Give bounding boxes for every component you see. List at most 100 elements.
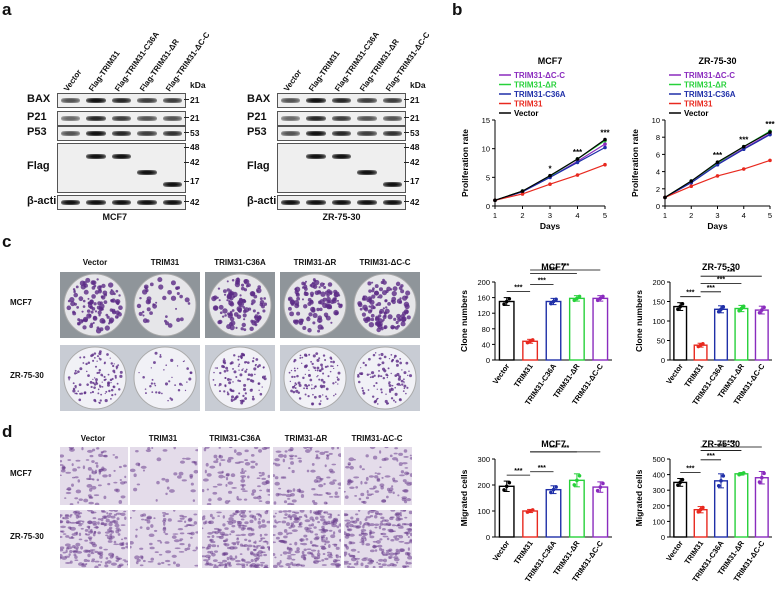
migrated-cell: [81, 447, 84, 451]
colony: [89, 299, 94, 304]
migrated-cell: [156, 480, 160, 485]
migrated-cell: [287, 555, 292, 557]
migrated-cell: [289, 457, 294, 460]
colony: [237, 301, 243, 306]
blot-strip: [57, 195, 186, 210]
colony: [149, 385, 152, 388]
protein-band: [137, 116, 157, 121]
colony: [186, 367, 189, 370]
migrated-cell: [205, 462, 209, 467]
kda-tick: [184, 132, 189, 133]
migrated-cell: [125, 545, 128, 549]
chart-title: MCF7: [541, 439, 566, 449]
migrated-cell: [326, 551, 331, 554]
migrated-cell: [288, 547, 293, 552]
colony: [309, 378, 313, 382]
migrated-cell: [389, 562, 395, 567]
significance-label: ***: [717, 276, 725, 283]
migrated-cell: [227, 490, 233, 494]
colony: [67, 376, 71, 379]
migrated-cell: [155, 499, 158, 502]
colony: [226, 369, 229, 372]
replicate-point: [701, 505, 705, 510]
migrated-cell: [207, 556, 211, 561]
bar: [568, 297, 585, 361]
migrated-cell: [62, 551, 67, 554]
migrated-cell: [273, 553, 276, 556]
migrated-cell: [353, 458, 356, 461]
colony: [315, 352, 319, 356]
migrated-cell: [240, 479, 246, 483]
migrated-cell: [353, 476, 360, 479]
migrated-cell: [113, 520, 118, 523]
migrated-cell: [397, 526, 404, 529]
migrated-cell: [190, 489, 196, 493]
colony: [322, 297, 327, 302]
migrated-cell: [203, 559, 209, 562]
migrated-cell: [346, 565, 351, 568]
colony: [401, 369, 403, 371]
colony: [249, 388, 253, 392]
migrated-cell: [257, 550, 263, 555]
colony: [183, 360, 186, 362]
migrated-cell: [212, 559, 218, 563]
replicate-point: [595, 488, 600, 493]
colony: [312, 366, 314, 368]
migrated-cell: [93, 530, 97, 534]
migrated-cell: [373, 485, 377, 489]
chart-title: MCF7: [541, 262, 566, 272]
colony: [407, 374, 409, 377]
migrated-cell: [273, 534, 276, 536]
colony: [385, 289, 389, 293]
colony: [380, 280, 384, 285]
migrated-cell: [213, 454, 218, 459]
migrated-cell: [311, 544, 317, 547]
colony: [247, 307, 252, 311]
colony: [93, 383, 97, 386]
migrated-cell: [164, 513, 169, 516]
replicate-point: [701, 342, 705, 346]
replicate-point: [502, 302, 506, 307]
chart-title: ZR-75-30: [702, 262, 740, 272]
colony: [87, 361, 91, 365]
migrated-cell: [225, 483, 228, 487]
migrated-cell: [69, 521, 76, 524]
colony: [225, 366, 229, 370]
migrated-cell: [108, 552, 115, 557]
colony: [99, 327, 104, 332]
colony: [372, 353, 376, 357]
migrated-cell: [305, 537, 309, 541]
migrated-cell: [224, 500, 230, 505]
migration-column-header: Vector: [80, 434, 106, 443]
kda-marker: 42: [190, 197, 200, 207]
migrated-cell: [362, 539, 365, 543]
colony: [240, 327, 244, 331]
data-point: [548, 182, 552, 187]
migrated-cell: [273, 474, 276, 477]
migrated-cell: [298, 459, 302, 463]
migrated-cell: [287, 502, 293, 505]
migrated-cell: [278, 510, 283, 514]
colony: [370, 371, 375, 375]
migrated-cell: [64, 514, 69, 517]
migrated-cell: [211, 552, 216, 557]
migrated-cell: [309, 510, 312, 514]
protein-band: [331, 98, 352, 103]
x-axis-label: Days: [707, 221, 728, 230]
colony: [91, 390, 95, 394]
colony: [316, 307, 320, 312]
migrated-cell: [241, 544, 246, 547]
kda-marker: 21: [190, 113, 200, 123]
migrated-cell: [290, 524, 296, 528]
colony: [79, 356, 82, 359]
colony: [85, 370, 88, 373]
colony: [322, 372, 325, 375]
colony: [372, 306, 376, 310]
migrated-cell: [207, 550, 211, 554]
colony: [115, 289, 119, 293]
migrated-cell: [202, 516, 206, 521]
migrated-cell: [317, 521, 320, 524]
migrated-cell: [360, 492, 365, 497]
colony: [321, 366, 323, 368]
